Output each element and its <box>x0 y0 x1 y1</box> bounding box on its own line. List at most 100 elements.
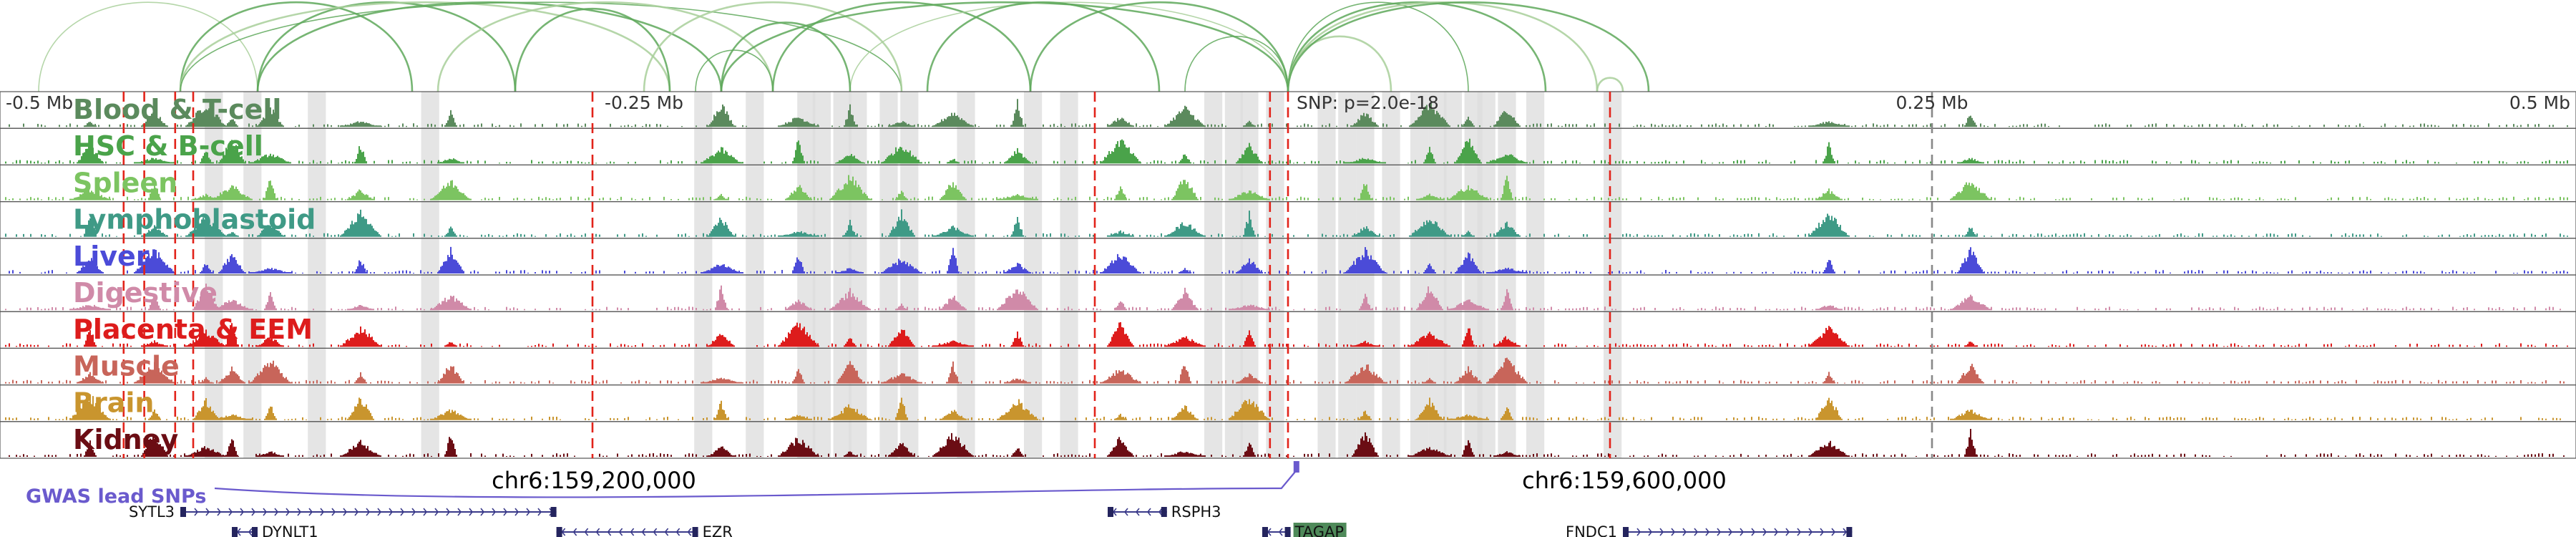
exon <box>252 527 258 537</box>
chromatin-loop <box>179 1 671 92</box>
gwas-label: GWAS lead SNPs <box>26 485 206 508</box>
strand-arrow <box>1158 508 1163 516</box>
chromatin-loop <box>256 1 517 92</box>
strand-arrow <box>343 508 348 516</box>
snp-annotation: SNP: p=2.0e-18 <box>1297 92 1439 113</box>
chromatin-loop <box>643 1 903 92</box>
signal-bars <box>9 99 2568 127</box>
track-label: Spleen <box>73 167 177 198</box>
track-signal <box>5 138 2568 164</box>
strand-arrow <box>1146 508 1151 516</box>
strand-arrow <box>377 508 382 516</box>
chromatin-loop <box>1596 77 1624 92</box>
strand-arrow <box>1751 528 1756 536</box>
gene-label: FNDC1 <box>1566 523 1617 537</box>
strand-arrow <box>584 528 589 536</box>
strand-arrow <box>251 508 256 516</box>
strand-arrow <box>492 508 497 516</box>
strand-arrow <box>297 508 302 516</box>
strand-arrow <box>457 508 462 516</box>
strand-arrow <box>630 528 635 536</box>
chromatin-loop <box>695 49 774 92</box>
chromatin-loop <box>1287 1 1650 92</box>
track-signal <box>5 175 2568 200</box>
gene-annotations: SYTL3 DYNLT1 EZR RSPH3 TAGAP FNDC1 <box>129 503 1853 537</box>
strand-arrow <box>537 508 542 516</box>
strand-arrow <box>228 508 233 516</box>
strand-arrow <box>1682 528 1687 536</box>
gene-sytl3: SYTL3 <box>129 503 557 521</box>
strand-arrow <box>205 508 210 516</box>
strand-arrow <box>595 528 600 536</box>
strand-arrow <box>1831 528 1836 536</box>
track-signal <box>9 428 2565 457</box>
chromatin-loop <box>926 1 1161 92</box>
axis-tick-label: 0.5 Mb <box>2509 92 2570 113</box>
strand-arrow <box>400 508 405 516</box>
track-signal <box>9 246 2568 274</box>
strand-arrow <box>434 508 439 516</box>
strand-arrow <box>1808 528 1813 536</box>
chromatin-loops <box>38 1 1650 92</box>
track-label: Kidney <box>73 424 178 455</box>
signal-bars <box>5 138 2568 164</box>
strand-arrow <box>1740 528 1745 536</box>
chromatin-loop <box>256 1 723 92</box>
exon <box>1108 507 1113 517</box>
gene-ezr: EZR <box>556 523 733 537</box>
exon <box>550 507 557 517</box>
strand-arrow <box>1820 528 1825 536</box>
strand-arrow <box>423 508 428 516</box>
chromatin-loop <box>720 1 1289 92</box>
strand-arrow <box>240 508 245 516</box>
gene-highlight-box <box>1293 523 1347 537</box>
strand-arrow <box>411 508 416 516</box>
chromatin-loop <box>1287 1 1599 92</box>
exon <box>556 527 562 537</box>
strand-arrow <box>1762 528 1767 536</box>
strand-arrow <box>1636 528 1641 536</box>
gene-tagap: TAGAP <box>1262 523 1347 537</box>
strand-arrow <box>248 528 253 536</box>
signal-bars <box>5 209 2568 237</box>
track-label: HSC & B-cell <box>73 130 263 162</box>
signal-bars <box>5 357 2565 384</box>
strand-arrow <box>469 508 474 516</box>
dashed-markers <box>122 92 1933 458</box>
chromatin-loop <box>849 1 1289 92</box>
strand-arrow <box>1785 528 1790 536</box>
chromatin-loop <box>771 1 1032 92</box>
gene-rsph3: RSPH3 <box>1108 503 1221 521</box>
strand-arrow <box>1797 528 1802 536</box>
track-label: Brain <box>73 387 154 419</box>
strand-arrow <box>1659 528 1664 536</box>
track-label: Liver <box>73 241 150 272</box>
gwas-lead-snp <box>1293 461 1299 473</box>
strand-arrow <box>653 528 658 536</box>
strand-arrow <box>194 508 199 516</box>
strand-arrow <box>618 528 623 536</box>
strand-arrow <box>1774 528 1779 536</box>
gene-fndc1: FNDC1 <box>1566 523 1853 537</box>
chromatin-loop <box>1029 1 1289 92</box>
track-label: Placenta & EEM <box>73 314 313 345</box>
strand-arrow <box>366 508 371 516</box>
strand-arrow <box>263 508 268 516</box>
coordinate-label: chr6:159,600,000 <box>1522 467 1727 494</box>
strand-arrow <box>354 508 359 516</box>
strand-arrow <box>526 508 531 516</box>
chromatin-loop <box>1287 35 1392 92</box>
gene-label: EZR <box>703 523 733 537</box>
strand-arrow <box>331 508 336 516</box>
axis-tick-label: -0.5 Mb <box>6 92 73 113</box>
exon <box>1284 527 1291 537</box>
signal-bars <box>5 394 2561 420</box>
exon <box>1262 527 1268 537</box>
axis-tick-label: 0.25 Mb <box>1896 92 1968 113</box>
signal-bars <box>9 428 2565 457</box>
position-axis: -0.5 Mb -0.25 Mb 0.25 Mb 0.5 Mb SNP: p=2.0e-… <box>6 92 2570 494</box>
strand-arrow <box>1135 508 1140 516</box>
signal-bars <box>5 284 2561 311</box>
coordinate-label: chr6:159,200,000 <box>492 467 696 494</box>
